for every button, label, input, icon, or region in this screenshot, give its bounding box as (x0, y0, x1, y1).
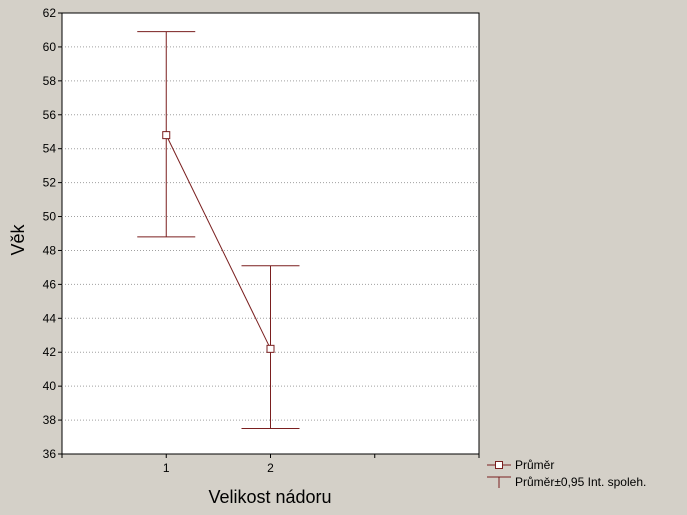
y-tick-label: 46 (43, 277, 57, 291)
y-tick-label: 56 (43, 108, 57, 122)
legend-label-ci: Průměr±0,95 Int. spoleh. (515, 475, 646, 489)
y-tick-label: 60 (43, 40, 57, 54)
y-tick-label: 40 (43, 379, 57, 393)
mean-point (162, 131, 171, 140)
y-tick-label: 62 (43, 6, 57, 20)
y-tick-label: 52 (43, 176, 57, 190)
series-group (137, 31, 300, 430)
legend-mean-marker (495, 461, 503, 469)
legend: Průměr Průměr±0,95 Int. spoleh. (487, 458, 646, 489)
mean-point (266, 344, 275, 353)
x-tick-label: 1 (163, 461, 170, 475)
y-tick-label: 38 (43, 413, 57, 427)
legend-label-mean: Průměr (515, 458, 554, 472)
y-axis-title: Věk (8, 223, 28, 255)
x-axis-title: Velikost nádoru (208, 487, 331, 507)
grid-lines (62, 46, 479, 421)
y-axis: 36 38 40 42 44 46 48 50 52 54 56 58 60 62 (43, 6, 62, 461)
y-tick-label: 50 (43, 210, 57, 224)
x-tick-label: 2 (267, 461, 274, 475)
y-tick-label: 48 (43, 243, 57, 257)
y-tick-label: 54 (43, 142, 57, 156)
y-tick-label: 42 (43, 345, 57, 359)
y-tick-label: 36 (43, 447, 57, 461)
mean-line (165, 134, 271, 350)
y-tick-label: 44 (43, 311, 57, 325)
y-tick-label: 58 (43, 74, 57, 88)
